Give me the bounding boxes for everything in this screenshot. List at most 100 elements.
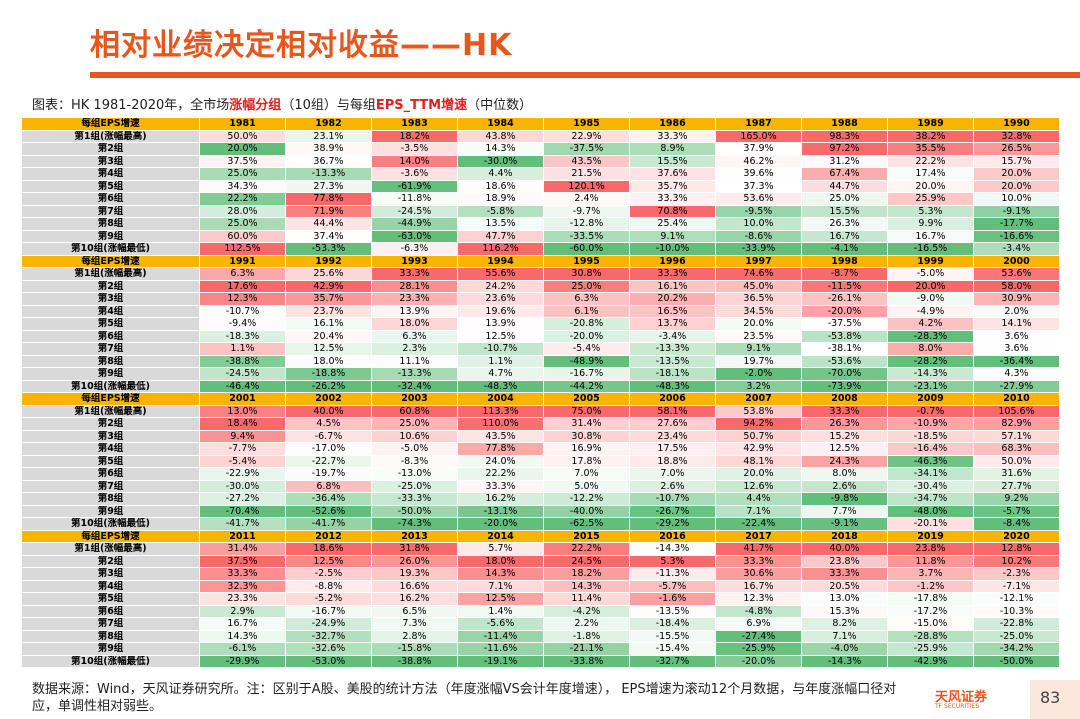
row-label: 第2组 xyxy=(22,143,200,156)
data-cell: -0.7% xyxy=(888,405,974,418)
data-cell: 44.7% xyxy=(802,180,888,193)
data-cell: 50.0% xyxy=(200,130,286,143)
data-cell: 30.9% xyxy=(974,293,1060,306)
year-header: 2003 xyxy=(372,393,458,406)
data-cell: 33.3% xyxy=(802,405,888,418)
data-cell: -53.6% xyxy=(802,355,888,368)
data-cell: 4.5% xyxy=(286,418,372,431)
row-label: 第8组 xyxy=(22,630,200,643)
data-cell: -28.3% xyxy=(888,330,974,343)
data-cell: -28.8% xyxy=(888,630,974,643)
data-cell: 21.5% xyxy=(544,168,630,181)
year-header: 1985 xyxy=(544,118,630,131)
data-cell: -13.1% xyxy=(458,505,544,518)
data-cell: 43.5% xyxy=(544,155,630,168)
data-cell: 4.3% xyxy=(974,368,1060,381)
data-cell: 7.0% xyxy=(544,468,630,481)
row-label: 第8组 xyxy=(22,218,200,231)
row-label: 第4组 xyxy=(22,168,200,181)
data-cell: 68.3% xyxy=(974,443,1060,456)
data-cell: -10.9% xyxy=(888,418,974,431)
data-cell: 36.7% xyxy=(286,155,372,168)
row-label: 第9组 xyxy=(22,643,200,656)
row-label: 第8组 xyxy=(22,493,200,506)
data-cell: -9.0% xyxy=(888,293,974,306)
data-cell: -4.9% xyxy=(888,305,974,318)
data-cell: 50.7% xyxy=(716,430,802,443)
data-cell: -30.0% xyxy=(458,155,544,168)
data-cell: 34.5% xyxy=(716,305,802,318)
data-cell: -22.7% xyxy=(286,455,372,468)
data-cell: -27.4% xyxy=(716,630,802,643)
data-cell: -9.8% xyxy=(802,493,888,506)
data-cell: 18.9% xyxy=(458,193,544,206)
data-cell: -11.6% xyxy=(458,643,544,656)
data-cell: -33.9% xyxy=(716,243,802,256)
data-cell: 47.7% xyxy=(458,230,544,243)
data-cell: 77.8% xyxy=(286,193,372,206)
data-cell: -16.6% xyxy=(974,230,1060,243)
data-cell: 10.0% xyxy=(716,218,802,231)
data-cell: 10.0% xyxy=(974,193,1060,206)
row-label: 第1组(涨幅最高) xyxy=(22,543,200,556)
data-cell: -10.7% xyxy=(458,343,544,356)
year-header: 2000 xyxy=(974,255,1060,268)
data-cell: -15.0% xyxy=(888,618,974,631)
data-cell: 12.5% xyxy=(458,330,544,343)
data-cell: 22.9% xyxy=(544,130,630,143)
data-cell: -23.1% xyxy=(888,380,974,393)
data-cell: -32.6% xyxy=(286,643,372,656)
data-cell: -9.1% xyxy=(802,518,888,531)
data-cell: 20.0% xyxy=(716,468,802,481)
year-header: 2010 xyxy=(974,393,1060,406)
data-cell: 9.1% xyxy=(630,230,716,243)
data-cell: -11.8% xyxy=(372,193,458,206)
data-cell: -11.3% xyxy=(630,568,716,581)
data-cell: -25.0% xyxy=(974,630,1060,643)
data-cell: -46.4% xyxy=(200,380,286,393)
page-title: 相对业绩决定相对收益——HK xyxy=(90,28,513,63)
data-cell: 2.2% xyxy=(544,618,630,631)
data-cell: 16.2% xyxy=(372,593,458,606)
data-cell: -48.3% xyxy=(458,380,544,393)
data-cell: 18.6% xyxy=(458,180,544,193)
data-cell: -24.5% xyxy=(372,205,458,218)
data-cell: 38.9% xyxy=(286,143,372,156)
data-cell: -7.1% xyxy=(974,580,1060,593)
data-cell: 7.1% xyxy=(458,580,544,593)
data-cell: -10.0% xyxy=(630,243,716,256)
year-header: 2019 xyxy=(888,530,974,543)
data-cell: 116.2% xyxy=(458,243,544,256)
data-cell: 20.0% xyxy=(888,280,974,293)
data-cell: -13.5% xyxy=(630,605,716,618)
data-cell: 40.0% xyxy=(802,543,888,556)
data-cell: 2.8% xyxy=(372,630,458,643)
data-cell: 35.7% xyxy=(630,180,716,193)
data-cell: -25.9% xyxy=(888,643,974,656)
data-cell: 13.9% xyxy=(372,305,458,318)
data-cell: -5.4% xyxy=(200,455,286,468)
year-header: 2009 xyxy=(888,393,974,406)
row-label: 第2组 xyxy=(22,555,200,568)
data-cell: 18.4% xyxy=(200,418,286,431)
data-cell: -3.4% xyxy=(630,330,716,343)
data-cell: 4.4% xyxy=(458,168,544,181)
data-cell: -32.4% xyxy=(372,380,458,393)
data-cell: 12.5% xyxy=(802,443,888,456)
data-cell: 19.6% xyxy=(458,305,544,318)
data-cell: 26.5% xyxy=(974,143,1060,156)
data-cell: -50.0% xyxy=(974,655,1060,668)
data-cell: 18.2% xyxy=(372,130,458,143)
data-cell: 26.3% xyxy=(802,418,888,431)
year-header: 1986 xyxy=(630,118,716,131)
year-header: 1989 xyxy=(888,118,974,131)
data-cell: -5.7% xyxy=(630,580,716,593)
year-header: 2007 xyxy=(716,393,802,406)
data-cell: 8.0% xyxy=(802,468,888,481)
data-cell: 13.7% xyxy=(630,318,716,331)
data-cell: -2.5% xyxy=(286,568,372,581)
data-cell: 42.9% xyxy=(716,443,802,456)
data-cell: -13.3% xyxy=(372,368,458,381)
data-cell: -37.5% xyxy=(802,318,888,331)
